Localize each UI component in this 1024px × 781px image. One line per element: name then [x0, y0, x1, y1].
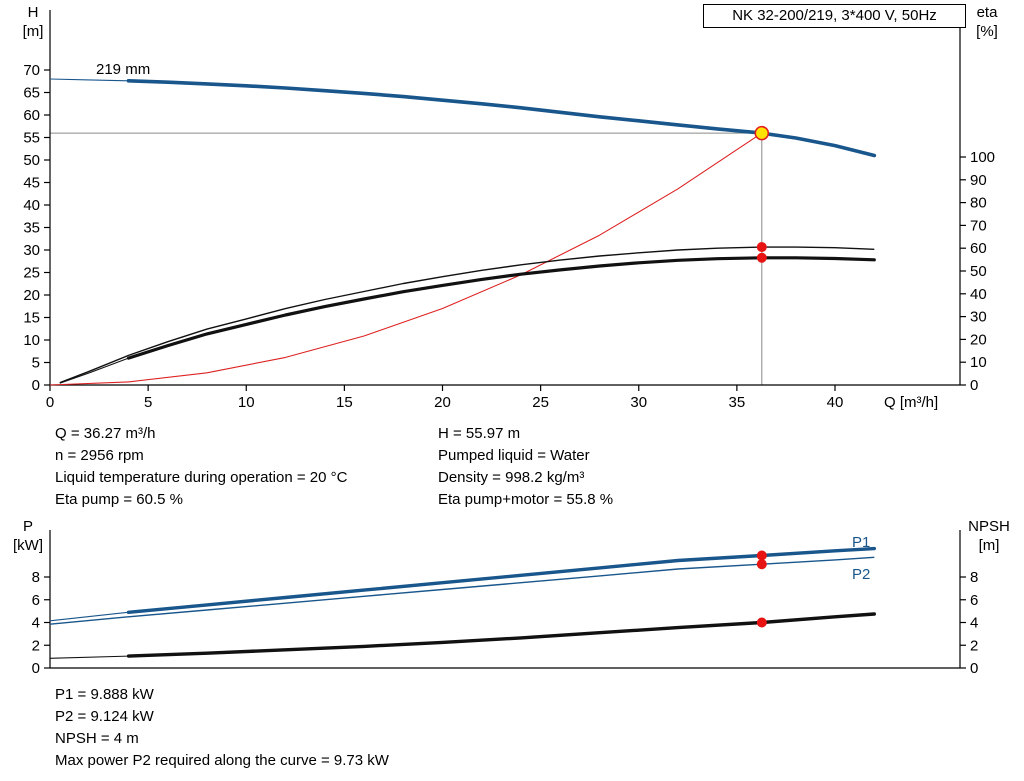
info-line-p1: P1 = 9.888 kW: [55, 686, 154, 703]
eta-axis-label: eta [%]: [964, 3, 1010, 41]
h-axis-label-unit: [m]: [22, 23, 44, 40]
info-line-eta-pump-motor: Eta pump+motor = 55.8 %: [438, 491, 614, 508]
tick-label: 100: [970, 149, 995, 166]
info-line-max-power: Max power P2 required along the curve = …: [55, 752, 389, 769]
tick-label: 70: [23, 62, 40, 79]
tick-label: 60: [23, 107, 40, 124]
tick-label: 65: [23, 85, 40, 102]
tick-label: 20: [970, 331, 987, 348]
info-line-eta-pump: Eta pump = 60.5 %: [55, 491, 183, 508]
eta-pump-motor-curve-thin: [59, 357, 129, 384]
info-line-p2: P2 = 9.124 kW: [55, 708, 154, 725]
info-line-density: Density = 998.2 kg/m³: [438, 469, 585, 486]
tick-label: 25: [532, 394, 549, 411]
tick-label: 50: [970, 263, 987, 280]
tick-label: 2: [32, 637, 40, 654]
tick-label: 6: [970, 592, 978, 609]
tick-label: 45: [23, 175, 40, 192]
p1-curve: [126, 546, 876, 615]
tick-label: 5: [144, 394, 152, 411]
p1-curve-label: P1: [852, 534, 871, 551]
p1-curve-thin: [49, 611, 129, 622]
tick-label: 10: [970, 354, 987, 371]
eta-pump-motor-curve: [126, 256, 876, 360]
tick-label: 20: [23, 287, 40, 304]
h-q-eta-chart: 0510152025303540455055606570010203040506…: [23, 10, 995, 411]
tick-label: 0: [32, 660, 40, 677]
info-line-npsh: NPSH = 4 m: [55, 730, 139, 747]
info-line-flow: Q = 36.27 m³/h: [55, 425, 156, 442]
pump-model-badge: NK 32-200/219, 3*400 V, 50Hz: [703, 4, 966, 28]
tick-label: 0: [32, 377, 40, 394]
tick-label: 80: [970, 195, 987, 212]
info-line-temperature: Liquid temperature during operation = 20…: [55, 469, 348, 486]
system-curve: [49, 132, 763, 386]
duty-info-right: H = 55.97 m Pumped liquid = Water Densit…: [438, 423, 613, 511]
p1-duty-dot: [756, 550, 767, 561]
info-line-liquid: Pumped liquid = Water: [438, 447, 590, 464]
duty-info-left: Q = 36.27 m³/h n = 2956 rpm Liquid tempe…: [55, 423, 347, 511]
info-line-speed: n = 2956 rpm: [55, 447, 144, 464]
tick-label: 0: [970, 377, 978, 394]
tick-label: 30: [630, 394, 647, 411]
p2-curve: [49, 556, 875, 625]
tick-label: 10: [23, 332, 40, 349]
tick-label: 40: [970, 286, 987, 303]
head-curve-219mm-thin: [49, 78, 129, 82]
tick-label: 70: [970, 217, 987, 234]
x-axis-unit-label: Q [m³/h]: [884, 394, 938, 411]
tick-label: 8: [32, 569, 40, 586]
tick-label: 0: [970, 660, 978, 677]
tick-label: 5: [32, 355, 40, 372]
duty-point[interactable]: [754, 125, 770, 141]
eta-axis-label-unit: [%]: [976, 23, 998, 40]
npsh-curve: [126, 612, 876, 658]
tick-label: 8: [970, 569, 978, 586]
npsh-axis-label-symbol: NPSH: [968, 518, 1010, 535]
p-axis-label: P [kW]: [6, 517, 50, 555]
tick-label: 15: [23, 310, 40, 327]
p2-duty-dot: [756, 559, 767, 570]
npsh-curve-thin: [49, 655, 129, 659]
tick-label: 40: [23, 197, 40, 214]
eta-axis-label-symbol: eta: [976, 4, 998, 21]
npsh-axis-label: NPSH [m]: [960, 517, 1018, 555]
tick-label: 10: [238, 394, 255, 411]
p2-curve-label: P2: [852, 566, 871, 583]
tick-label: 30: [970, 309, 987, 326]
tick-label: 30: [23, 242, 40, 259]
impeller-diameter-label: 219 mm: [96, 61, 151, 78]
npsh-duty-dot: [756, 617, 767, 628]
tick-label: 35: [23, 220, 40, 237]
tick-label: 40: [827, 394, 844, 411]
tick-label: 4: [970, 615, 978, 632]
head-curve-219mm: [126, 79, 877, 158]
eta-pump-curve: [59, 246, 875, 384]
tick-label: 6: [32, 592, 40, 609]
h-axis-label-symbol: H: [27, 4, 39, 21]
tick-label: 60: [970, 240, 987, 257]
tick-label: 35: [729, 394, 746, 411]
p-axis-label-unit: [kW]: [13, 537, 43, 554]
tick-label: 15: [336, 394, 353, 411]
power-npsh-chart: 0 2 4 6 8 0 2 4 6 8: [32, 530, 978, 677]
tick-label: 4: [32, 615, 40, 632]
tick-label: 2: [970, 637, 978, 654]
tick-label: 25: [23, 265, 40, 282]
info-line-head: H = 55.97 m: [438, 425, 521, 442]
power-info: P1 = 9.888 kW P2 = 9.124 kW NPSH = 4 m M…: [55, 684, 389, 772]
h-axis-label: H [m]: [12, 3, 54, 41]
tick-label: 50: [23, 152, 40, 169]
tick-label: 20: [434, 394, 451, 411]
tick-label: 55: [23, 130, 40, 147]
npsh-axis-label-unit: [m]: [978, 537, 1000, 554]
tick-label: 0: [46, 394, 54, 411]
tick-label: 90: [970, 172, 987, 189]
eta-pump-motor-duty-dot: [756, 252, 767, 263]
eta-pump-duty-dot: [756, 242, 767, 253]
p-axis-label-symbol: P: [22, 518, 33, 535]
